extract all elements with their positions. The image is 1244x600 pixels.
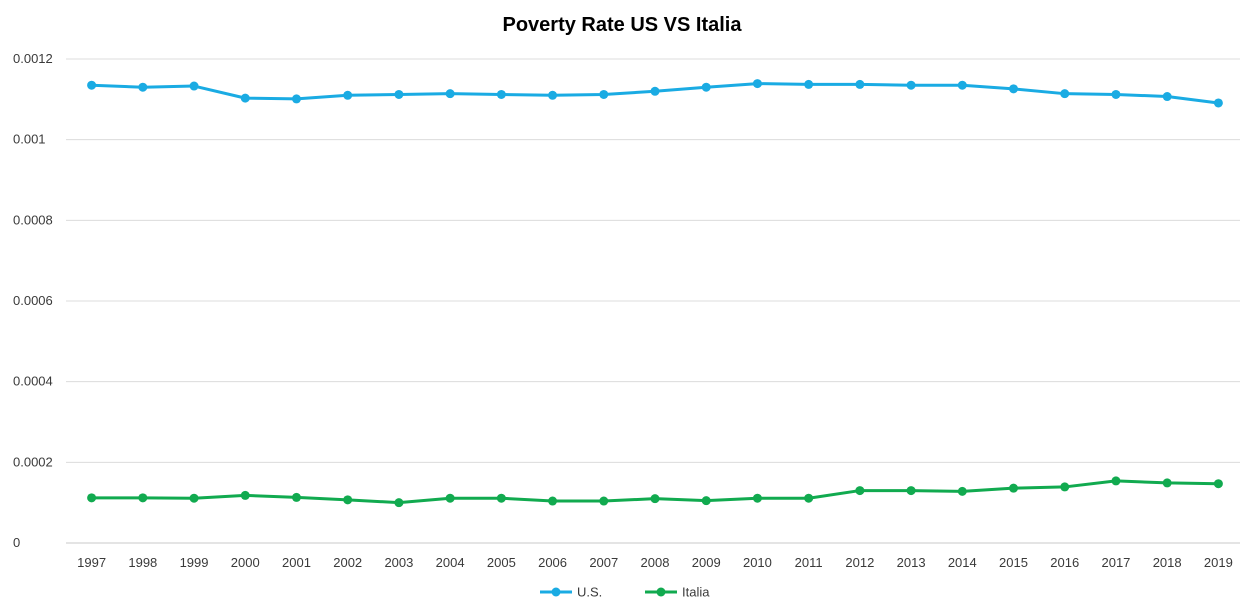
legend-marker-icon: [657, 588, 666, 597]
data-point: [599, 497, 608, 506]
data-point: [702, 83, 711, 92]
x-tick-label: 2006: [538, 555, 567, 570]
data-point: [138, 83, 147, 92]
x-tick-label: 2001: [282, 555, 311, 570]
x-tick-label: 2010: [743, 555, 772, 570]
legend: U.S. Italia: [540, 585, 710, 600]
data-point: [702, 496, 711, 505]
data-point: [804, 494, 813, 503]
data-point: [548, 497, 557, 506]
x-tick-label: 1999: [180, 555, 209, 570]
x-tick-label: 2007: [589, 555, 618, 570]
data-point: [1214, 98, 1223, 107]
data-point: [958, 81, 967, 90]
data-point: [804, 80, 813, 89]
x-tick-label: 2013: [897, 555, 926, 570]
legend-item: U.S.: [540, 585, 602, 600]
y-tick-label: 0.001: [13, 132, 46, 147]
data-point: [292, 493, 301, 502]
x-tick-label: 2011: [795, 555, 823, 570]
gridlines: [66, 59, 1240, 543]
x-tick-label: 2008: [641, 555, 670, 570]
legend-label: Italia: [682, 585, 710, 600]
series-lines: [87, 79, 1223, 507]
x-tick-label: 2002: [333, 555, 362, 570]
data-point: [1009, 484, 1018, 493]
x-tick-label: 2003: [384, 555, 413, 570]
data-point: [1214, 479, 1223, 488]
y-tick-label: 0.0002: [13, 454, 53, 469]
x-tick-label: 2004: [436, 555, 465, 570]
x-tick-label: 1998: [128, 555, 157, 570]
data-point: [241, 491, 250, 500]
data-point: [138, 493, 147, 502]
data-point: [343, 495, 352, 504]
data-point: [753, 494, 762, 503]
data-point: [855, 80, 864, 89]
legend-label: U.S.: [577, 585, 602, 600]
data-point: [1111, 476, 1120, 485]
data-point: [907, 486, 916, 495]
data-point: [446, 89, 455, 98]
x-tick-label: 2000: [231, 555, 260, 570]
data-point: [958, 487, 967, 496]
x-tick-label: 2018: [1153, 555, 1182, 570]
y-tick-label: 0.0004: [13, 374, 53, 389]
data-point: [1009, 84, 1018, 93]
data-point: [1060, 89, 1069, 98]
y-tick-label: 0.0012: [13, 51, 53, 66]
data-point: [1163, 92, 1172, 101]
data-point: [497, 494, 506, 503]
x-tick-label: 2009: [692, 555, 721, 570]
x-tick-label: 2016: [1050, 555, 1079, 570]
series-us: [87, 79, 1223, 107]
data-point: [343, 91, 352, 100]
data-point: [855, 486, 864, 495]
data-point: [497, 90, 506, 99]
data-point: [87, 493, 96, 502]
data-point: [1111, 90, 1120, 99]
data-point: [753, 79, 762, 88]
data-point: [394, 90, 403, 99]
data-point: [907, 81, 916, 90]
data-point: [651, 87, 660, 96]
y-tick-label: 0.0006: [13, 293, 53, 308]
series-italia: [87, 476, 1223, 507]
data-point: [87, 81, 96, 90]
data-point: [1163, 478, 1172, 487]
data-point: [292, 94, 301, 103]
x-tick-label: 2014: [948, 555, 977, 570]
y-axis-tick-labels: 0 0.0002 0.0004 0.0006 0.0008 0.001 0.0012: [13, 51, 53, 550]
x-tick-label: 2005: [487, 555, 516, 570]
y-tick-label: 0.0008: [13, 212, 53, 227]
y-tick-label: 0: [13, 535, 20, 550]
legend-marker-icon: [552, 588, 561, 597]
data-point: [241, 94, 250, 103]
data-point: [1060, 482, 1069, 491]
data-point: [548, 91, 557, 100]
x-axis-tick-labels: 1997 1998 1999 2000 2001 2002 2003 2004 2005 2006…: [77, 555, 1233, 570]
legend-item: Italia: [645, 585, 710, 600]
x-tick-label: 2012: [845, 555, 874, 570]
x-tick-label: 2019: [1204, 555, 1233, 570]
data-point: [446, 494, 455, 503]
data-point: [190, 82, 199, 91]
x-tick-label: 1997: [77, 555, 106, 570]
x-tick-label: 2015: [999, 555, 1028, 570]
data-point: [190, 494, 199, 503]
data-point: [599, 90, 608, 99]
x-tick-label: 2017: [1101, 555, 1130, 570]
data-point: [394, 498, 403, 507]
data-point: [651, 494, 660, 503]
